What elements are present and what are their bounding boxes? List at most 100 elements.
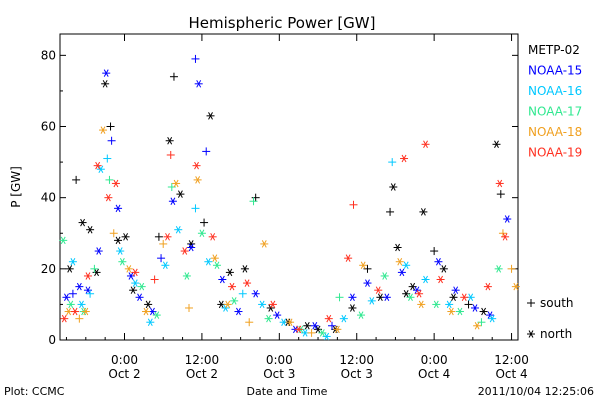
data-point bbox=[464, 300, 473, 309]
data-point bbox=[191, 54, 200, 63]
legend-entry: NOAA-19 bbox=[528, 146, 582, 160]
marker-legend-label: south bbox=[540, 296, 574, 310]
data-point bbox=[59, 236, 68, 245]
data-points bbox=[59, 54, 520, 341]
data-point bbox=[328, 321, 337, 330]
data-point bbox=[129, 286, 138, 294]
data-point bbox=[245, 318, 254, 327]
data-point bbox=[185, 303, 194, 312]
data-point bbox=[75, 282, 84, 291]
data-point bbox=[470, 304, 479, 312]
data-point bbox=[436, 275, 445, 284]
data-point bbox=[180, 247, 189, 255]
data-point bbox=[324, 314, 333, 323]
data-point bbox=[131, 268, 140, 277]
data-point bbox=[169, 72, 178, 81]
legend-entry: NOAA-18 bbox=[528, 125, 582, 139]
data-point bbox=[310, 322, 319, 330]
data-point bbox=[348, 304, 357, 312]
data-point bbox=[197, 229, 206, 238]
data-point bbox=[168, 197, 177, 205]
plot-timestamp: 2011/10/04 12:25:06 bbox=[478, 385, 594, 398]
data-point bbox=[161, 261, 170, 270]
data-point bbox=[101, 80, 110, 88]
x-axis-label: Date and Time bbox=[247, 385, 328, 398]
data-point bbox=[92, 268, 101, 277]
data-point bbox=[460, 293, 469, 302]
data-point bbox=[455, 307, 464, 316]
data-point bbox=[75, 314, 84, 323]
data-point bbox=[400, 154, 409, 163]
data-point bbox=[258, 300, 267, 309]
data-point bbox=[157, 254, 166, 263]
data-point bbox=[206, 112, 215, 120]
data-point bbox=[93, 161, 102, 170]
data-point bbox=[121, 233, 130, 241]
data-point bbox=[90, 264, 99, 273]
data-point bbox=[303, 322, 312, 330]
data-point bbox=[393, 243, 402, 252]
data-point bbox=[94, 247, 103, 255]
x-tick-day: Oct 2 bbox=[108, 367, 140, 381]
legend-entry: NOAA-15 bbox=[528, 64, 582, 78]
data-point bbox=[208, 233, 217, 241]
data-point bbox=[249, 197, 258, 206]
data-point bbox=[78, 218, 87, 227]
data-point bbox=[406, 293, 415, 302]
data-point bbox=[60, 314, 69, 323]
data-point bbox=[234, 307, 243, 316]
data-point bbox=[200, 218, 209, 227]
data-point bbox=[307, 328, 316, 337]
data-point bbox=[380, 272, 389, 280]
y-axis: 0 20 40 60 80 bbox=[41, 48, 518, 347]
data-point bbox=[359, 261, 368, 270]
legend-entry: NOAA-16 bbox=[528, 84, 582, 98]
data-point bbox=[114, 204, 123, 213]
data-point bbox=[363, 279, 372, 287]
data-point bbox=[83, 272, 92, 280]
data-point bbox=[146, 318, 155, 326]
data-point bbox=[397, 268, 406, 277]
data-point bbox=[333, 325, 342, 334]
data-point bbox=[62, 293, 71, 302]
data-point bbox=[166, 150, 175, 159]
data-point bbox=[154, 232, 163, 241]
x-tick-hour: 12:00 bbox=[494, 353, 529, 367]
data-point bbox=[479, 307, 488, 316]
x-tick-hour: 0:00 bbox=[111, 353, 138, 367]
data-point bbox=[228, 282, 237, 291]
data-point bbox=[86, 225, 95, 234]
data-point bbox=[152, 311, 161, 319]
data-point bbox=[159, 239, 168, 248]
data-point bbox=[223, 300, 232, 309]
data-point bbox=[417, 300, 426, 309]
data-point bbox=[68, 257, 77, 266]
data-point bbox=[494, 265, 503, 273]
data-point bbox=[415, 289, 424, 298]
data-point bbox=[192, 161, 201, 170]
data-point bbox=[135, 293, 144, 302]
data-point bbox=[273, 311, 282, 319]
data-point bbox=[367, 297, 376, 305]
x-tick-day: Oct 3 bbox=[263, 367, 295, 381]
data-point bbox=[447, 307, 456, 316]
data-point bbox=[344, 254, 353, 262]
x-tick-hour: 0:00 bbox=[421, 353, 448, 367]
data-point bbox=[395, 257, 404, 266]
data-point bbox=[430, 247, 439, 256]
data-point bbox=[268, 300, 277, 309]
data-point bbox=[212, 261, 221, 270]
data-point bbox=[187, 240, 196, 248]
y-tick-label: 80 bbox=[41, 48, 56, 62]
data-point bbox=[68, 289, 77, 298]
data-point bbox=[172, 179, 181, 188]
data-point bbox=[488, 314, 497, 323]
marker-legend-symbol bbox=[527, 299, 535, 307]
legend-entry: NOAA-17 bbox=[528, 105, 582, 119]
data-point bbox=[451, 286, 460, 294]
data-point bbox=[204, 257, 213, 266]
data-point bbox=[349, 200, 358, 209]
data-point bbox=[294, 325, 303, 334]
